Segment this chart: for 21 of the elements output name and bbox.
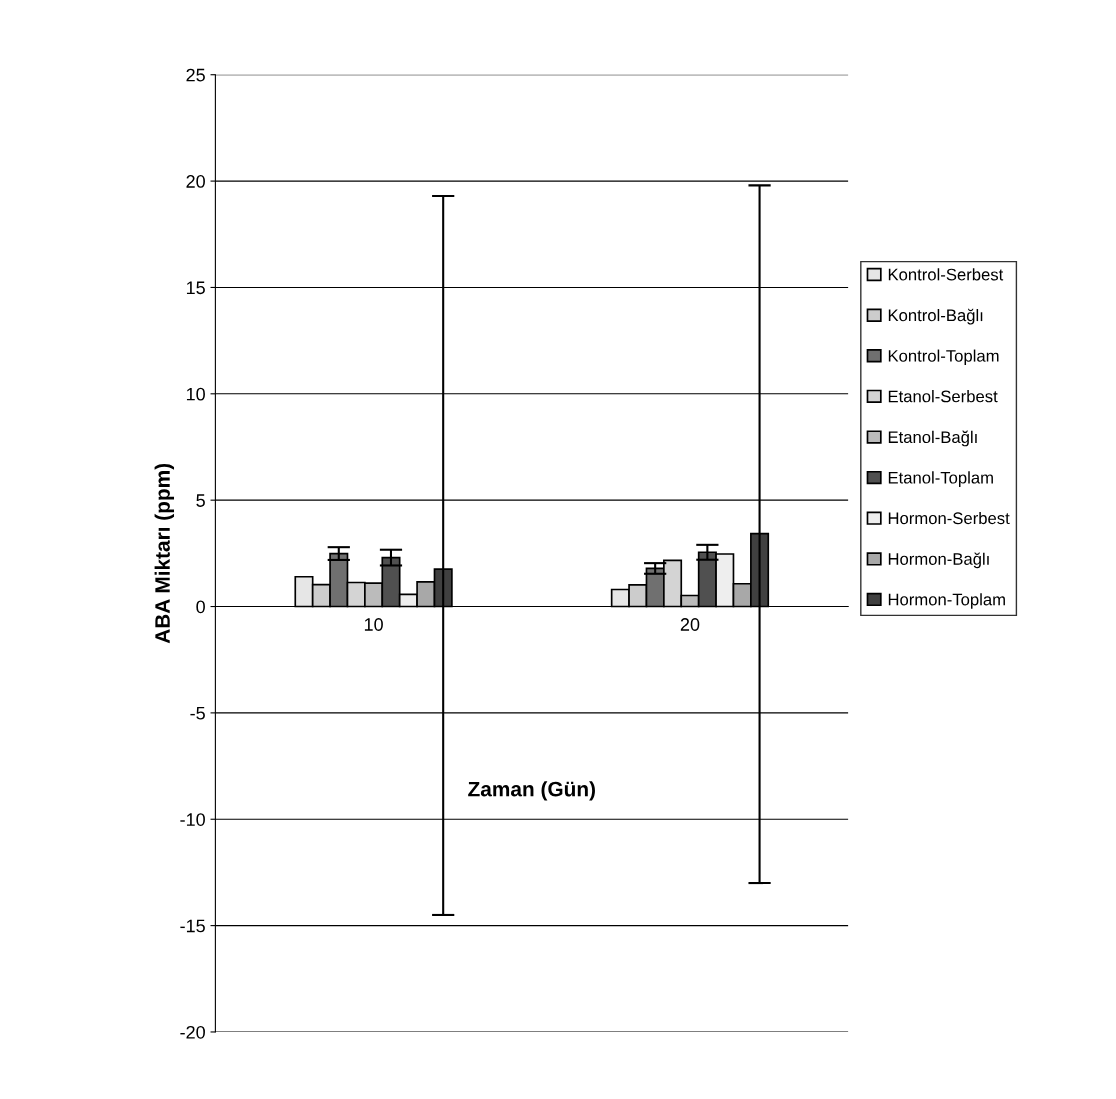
- legend-label: Hormon-Toplam: [888, 593, 1005, 609]
- legend-label: Etanol-Toplam: [888, 471, 993, 487]
- legend-label: Hormon-Serbest: [888, 511, 1010, 525]
- y-tick-label: -15: [180, 919, 205, 933]
- y-tick-label: 25: [186, 68, 205, 82]
- y-tick-label: 0: [196, 600, 205, 614]
- legend-label: Kontrol-Toplam: [888, 349, 999, 366]
- y-tick-label: 20: [186, 175, 205, 188]
- y-tick-label: -20: [180, 1025, 205, 1039]
- legend-label: Kontrol-Bağlı: [888, 308, 983, 325]
- y-tick-label: -10: [180, 813, 205, 826]
- x-axis-title: Zaman (Gün): [468, 781, 595, 801]
- y-tick-label: 5: [196, 494, 205, 507]
- y-axis-title: ABA Miktarı (ppm): [154, 463, 175, 644]
- legend-label: Kontrol-Serbest: [888, 268, 1004, 281]
- legend-label: Etanol-Bağlı: [888, 430, 977, 447]
- y-tick-label: 10: [186, 387, 205, 401]
- y-tick-label: 15: [186, 281, 205, 295]
- y-tick-label: -5: [190, 707, 205, 720]
- legend-label: Etanol-Serbest: [888, 390, 998, 403]
- legend-label: Hormon-Bağlı: [888, 552, 989, 569]
